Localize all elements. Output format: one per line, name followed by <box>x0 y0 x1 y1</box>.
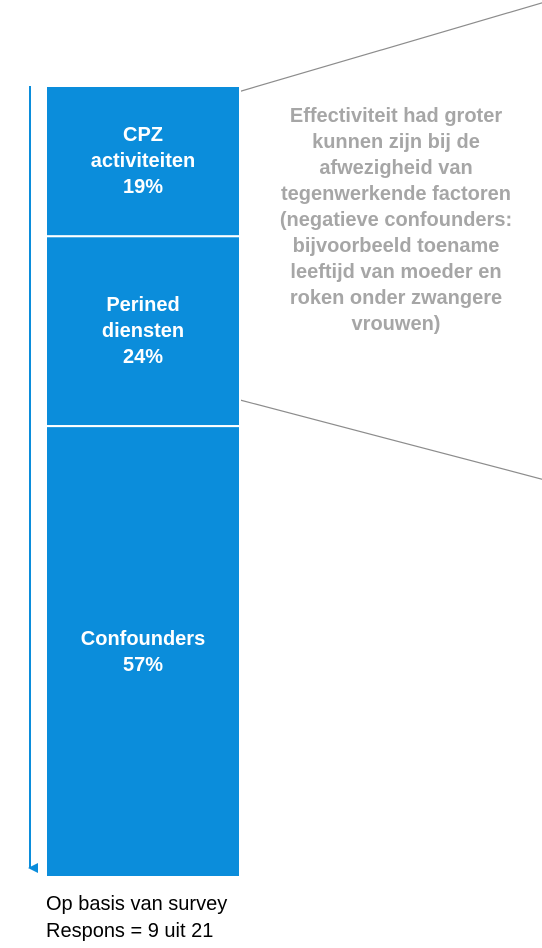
segment-name: Perined diensten <box>101 294 185 343</box>
segment-label-box: Confounders 57% <box>46 426 240 877</box>
value-label: 19% <box>122 176 164 199</box>
annotation: Effectiviteit had groter kunnen zijn bij… <box>279 105 513 335</box>
segment-label-wrap: Perined diensten 24% <box>46 236 240 426</box>
callout-line <box>237 2 542 93</box>
segment-label-box: Perined diensten 24% <box>46 236 240 426</box>
callout-line <box>239 399 542 480</box>
bar-segment <box>45 425 241 878</box>
value-label: 24% <box>122 346 164 369</box>
segment-label-wrap: CPZ activiteiten 19% <box>46 86 240 236</box>
annotation-box: Effectiviteit had groter kunnen zijn bij… <box>279 105 513 335</box>
value-label: 57% <box>122 653 164 676</box>
segment-label-wrap: Confounders 57% <box>46 426 240 877</box>
note: Respons = 9 uit 21 <box>46 920 213 942</box>
bar-segment <box>45 85 241 238</box>
segment-name: CPZ activiteiten <box>90 124 196 173</box>
note: Op basis van survey <box>46 893 227 915</box>
segment-name: Confounders <box>80 627 206 650</box>
bar-segment <box>45 235 241 428</box>
segment-label-box: CPZ activiteiten 19% <box>46 86 240 236</box>
